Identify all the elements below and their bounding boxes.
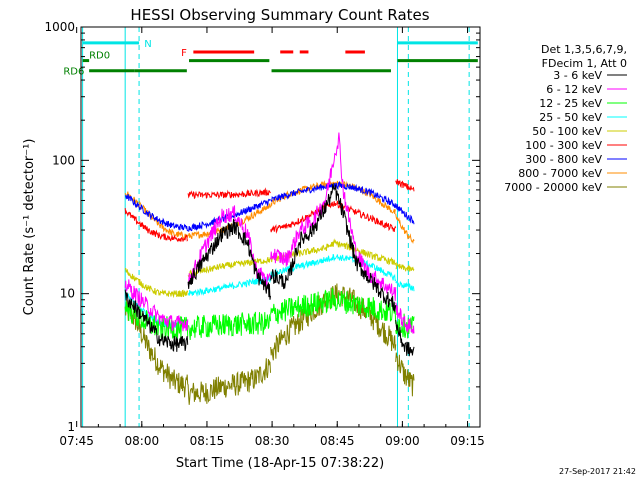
series-50-100-kev-segment-2 xyxy=(187,256,271,277)
series-12-25-kev-segment-2 xyxy=(188,311,271,341)
legend-label-12-25-kev: 12 - 25 keV xyxy=(539,97,602,110)
x-tick-label-2: 08:00 xyxy=(125,434,160,448)
series-100-300-kev-segment-1 xyxy=(124,208,189,243)
flag-label-rd6: RD6 xyxy=(63,67,84,78)
series-100-300-kev-segment-2 xyxy=(187,187,271,200)
legend-label-50-100-kev: 50 - 100 keV xyxy=(532,125,602,138)
series-50-100-kev-segment-4 xyxy=(395,261,415,272)
series-3-6-kev xyxy=(124,182,415,357)
series-300-800-kev-segment-1 xyxy=(125,194,189,232)
x-axis-label: Start Time (18-Apr-15 07:38:22) xyxy=(176,456,384,471)
series-6-12-kev-segment-4 xyxy=(395,302,415,334)
series-7000-20000-kev-segment-1 xyxy=(124,299,189,398)
legend-header-line-2: FDecim 1, Att 0 xyxy=(542,57,627,70)
footer-timestamp: 27-Sep-2017 21:42 xyxy=(559,467,636,476)
legend-header-line-1: Det 1,3,5,6,7,9, xyxy=(541,43,627,56)
series-3-6-kev-segment-3 xyxy=(270,182,397,312)
x-axis-ticks: 07:45 08:00 08:15 08:30 08:45 09:00 09:15 xyxy=(59,27,485,448)
plot-content: N F RD0 RD6 xyxy=(63,27,478,427)
series-3-6-kev-segment-2 xyxy=(187,218,271,300)
y-tick-label-2: 10 xyxy=(60,287,75,301)
series-3-6-kev-segment-1 xyxy=(124,289,189,352)
y-tick-label-4: 1000 xyxy=(44,20,75,34)
plot-area xyxy=(82,27,478,427)
y-tick-label-3: 100 xyxy=(52,153,75,167)
x-tick-label-5: 08:45 xyxy=(320,434,355,448)
legend-label-300-800-kev: 300 - 800 keV xyxy=(525,153,602,166)
x-tick-label-1: 07:45 xyxy=(59,434,94,448)
x-tick-label-6: 09:00 xyxy=(385,434,420,448)
flag-label-n: N xyxy=(144,39,151,50)
y-tick-label-1: 1 xyxy=(67,420,75,434)
series-7000-20000-kev-segment-4 xyxy=(395,352,415,397)
flag-label-f: F xyxy=(181,48,187,59)
plot-frame xyxy=(80,26,481,428)
series-25-50-kev-segment-2 xyxy=(187,275,271,297)
series-300-800-kev-segment-4 xyxy=(395,203,415,225)
series-12-25-kev-segment-3 xyxy=(270,286,397,324)
legend: Det 1,3,5,6,7,9, FDecim 1, Att 0 3 - 6 k… xyxy=(504,43,627,194)
series-100-300-kev-segment-4 xyxy=(395,179,415,192)
chart-title: HESSI Observing Summary Count Rates xyxy=(130,6,429,24)
series-50-100-kev-segment-1 xyxy=(124,267,189,299)
x-tick-label-7: 09:15 xyxy=(450,434,485,448)
series-100-300-kev xyxy=(124,179,415,243)
series-25-50-kev-segment-4 xyxy=(395,280,415,292)
flag-label-rd0: RD0 xyxy=(89,51,110,62)
legend-label-800-7000-kev: 800 - 7000 keV xyxy=(518,167,602,180)
legend-label-6-12-kev: 6 - 12 keV xyxy=(546,83,602,96)
series-7000-20000-kev-segment-2 xyxy=(187,358,271,405)
legend-label-25-50-kev: 25 - 50 keV xyxy=(539,111,602,124)
y-axis-label: Count Rate (s⁻¹ detector⁻¹) xyxy=(22,139,37,316)
series-12-25-kev-segment-4 xyxy=(395,313,415,339)
series-7000-20000-kev xyxy=(124,283,415,405)
x-tick-label-3: 08:15 xyxy=(190,434,225,448)
legend-label-3-6-kev: 3 - 6 keV xyxy=(553,69,602,82)
series-800-7000-kev-segment-4 xyxy=(395,213,415,245)
series-100-300-kev-segment-3 xyxy=(270,200,397,234)
series-6-12-kev-segment-3 xyxy=(270,132,397,301)
legend-label-100-300-kev: 100 - 300 keV xyxy=(525,139,602,152)
y-axis-ticks: 1 10 100 1000 xyxy=(44,20,480,434)
x-tick-label-4: 08:30 xyxy=(255,434,290,448)
series-3-6-kev-segment-4 xyxy=(395,319,415,357)
legend-label-7000-20000-kev: 7000 - 20000 keV xyxy=(504,181,602,194)
